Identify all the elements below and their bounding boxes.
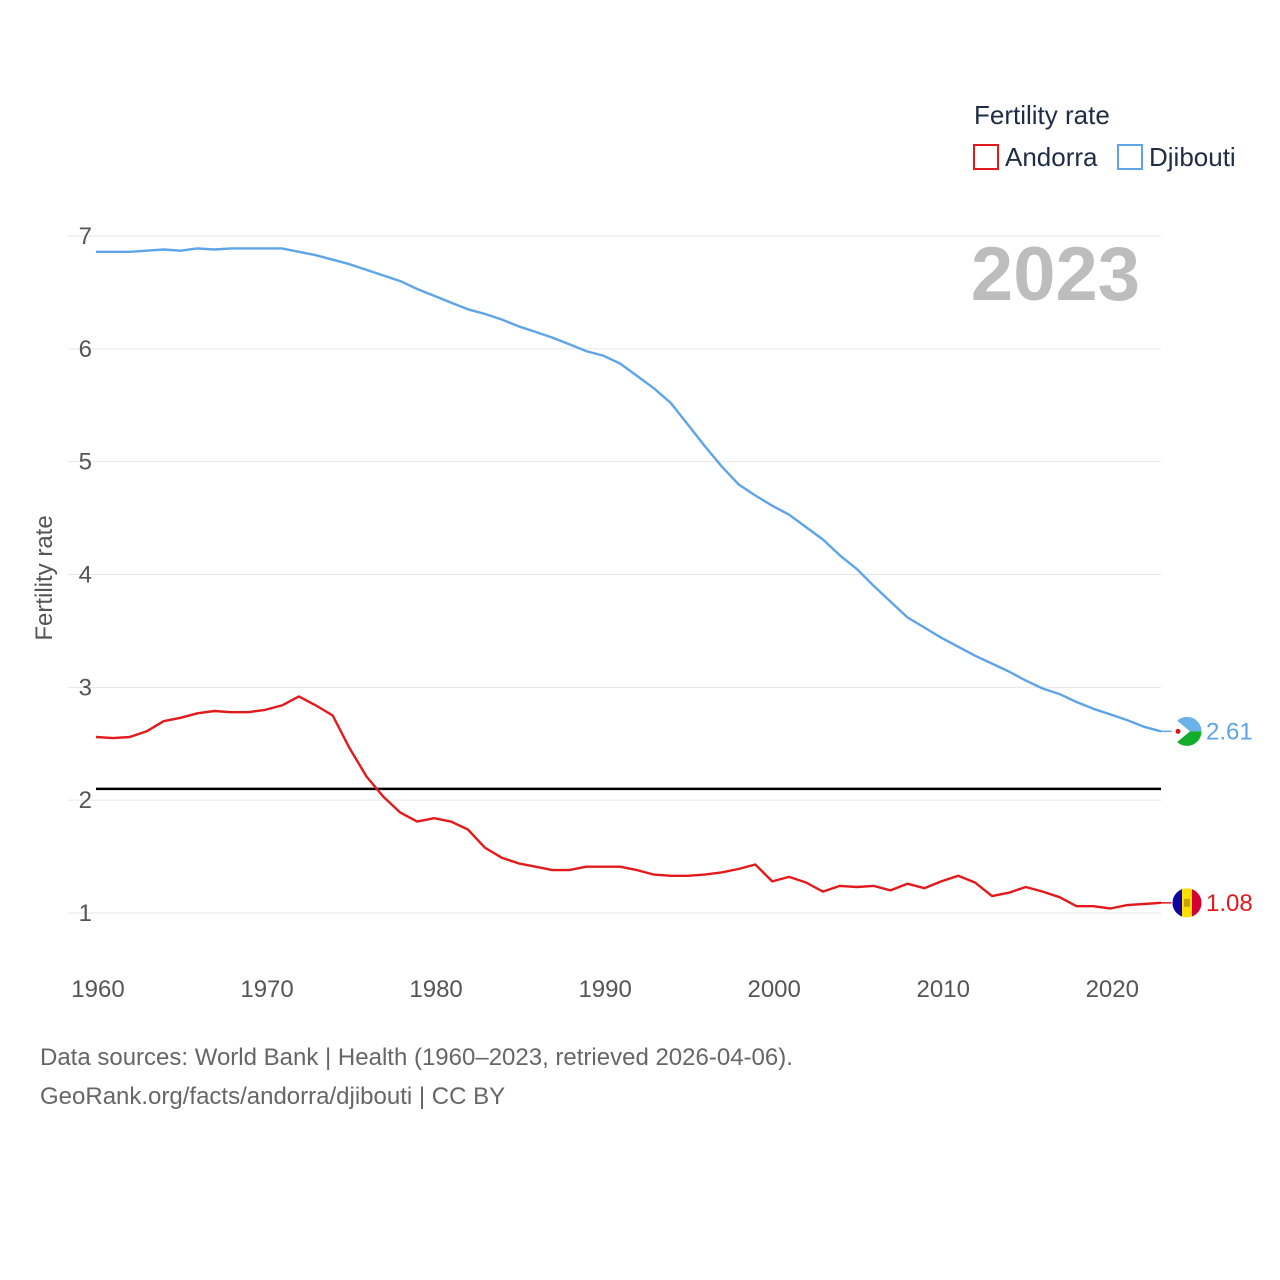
- series-line-andorra[interactable]: [95, 695, 1162, 910]
- end-value-label-djibouti: 2.61: [1206, 718, 1253, 745]
- legend-swatch-djibouti[interactable]: [1117, 144, 1143, 170]
- current-year-label: 2023: [971, 232, 1140, 317]
- x-axis-ticks: 1960 1970 1980 1990 2000 2010 2020: [71, 976, 1139, 1003]
- end-value-label-andorra: 1.08: [1206, 890, 1253, 917]
- attribution-line: GeoRank.org/facts/andorra/djibouti | CC …: [40, 1083, 506, 1110]
- x-tick-label: 1970: [240, 976, 293, 1003]
- x-tick-label: 1990: [578, 976, 631, 1003]
- end-markers: 1.08 2.61: [1161, 715, 1253, 919]
- grid-lines: [68, 235, 1161, 914]
- x-tick-label: 1980: [409, 976, 462, 1003]
- series-line-djibouti[interactable]: [96, 247, 1162, 733]
- y-tick-label: 2: [79, 787, 92, 814]
- source-line: Data sources: World Bank | Health (1960–…: [40, 1044, 793, 1071]
- y-tick-label: 1: [79, 900, 92, 927]
- andorra-flag-icon: [1171, 887, 1203, 919]
- legend-label-andorra[interactable]: Andorra: [1005, 142, 1098, 172]
- djibouti-flag-icon: [1171, 715, 1203, 747]
- x-tick-label: 2010: [917, 976, 970, 1003]
- series-lines: [95, 247, 1162, 910]
- legend-title: Fertility rate: [974, 100, 1110, 130]
- y-axis-ticks: 1 2 3 4 5 6 7: [79, 223, 92, 927]
- y-tick-label: 4: [79, 562, 92, 589]
- y-tick-label: 6: [79, 336, 92, 363]
- legend-swatch-andorra[interactable]: [973, 144, 999, 170]
- x-tick-label: 2000: [747, 976, 800, 1003]
- y-tick-label: 7: [79, 223, 92, 250]
- y-axis-title: Fertility rate: [31, 515, 58, 640]
- legend-label-djibouti[interactable]: Djibouti: [1149, 142, 1236, 172]
- x-tick-label: 2020: [1086, 976, 1139, 1003]
- y-tick-label: 3: [79, 674, 92, 701]
- y-tick-label: 5: [79, 449, 92, 476]
- legend: Fertility rate Andorra Djibouti: [973, 100, 1236, 172]
- x-tick-label: 1960: [71, 976, 124, 1003]
